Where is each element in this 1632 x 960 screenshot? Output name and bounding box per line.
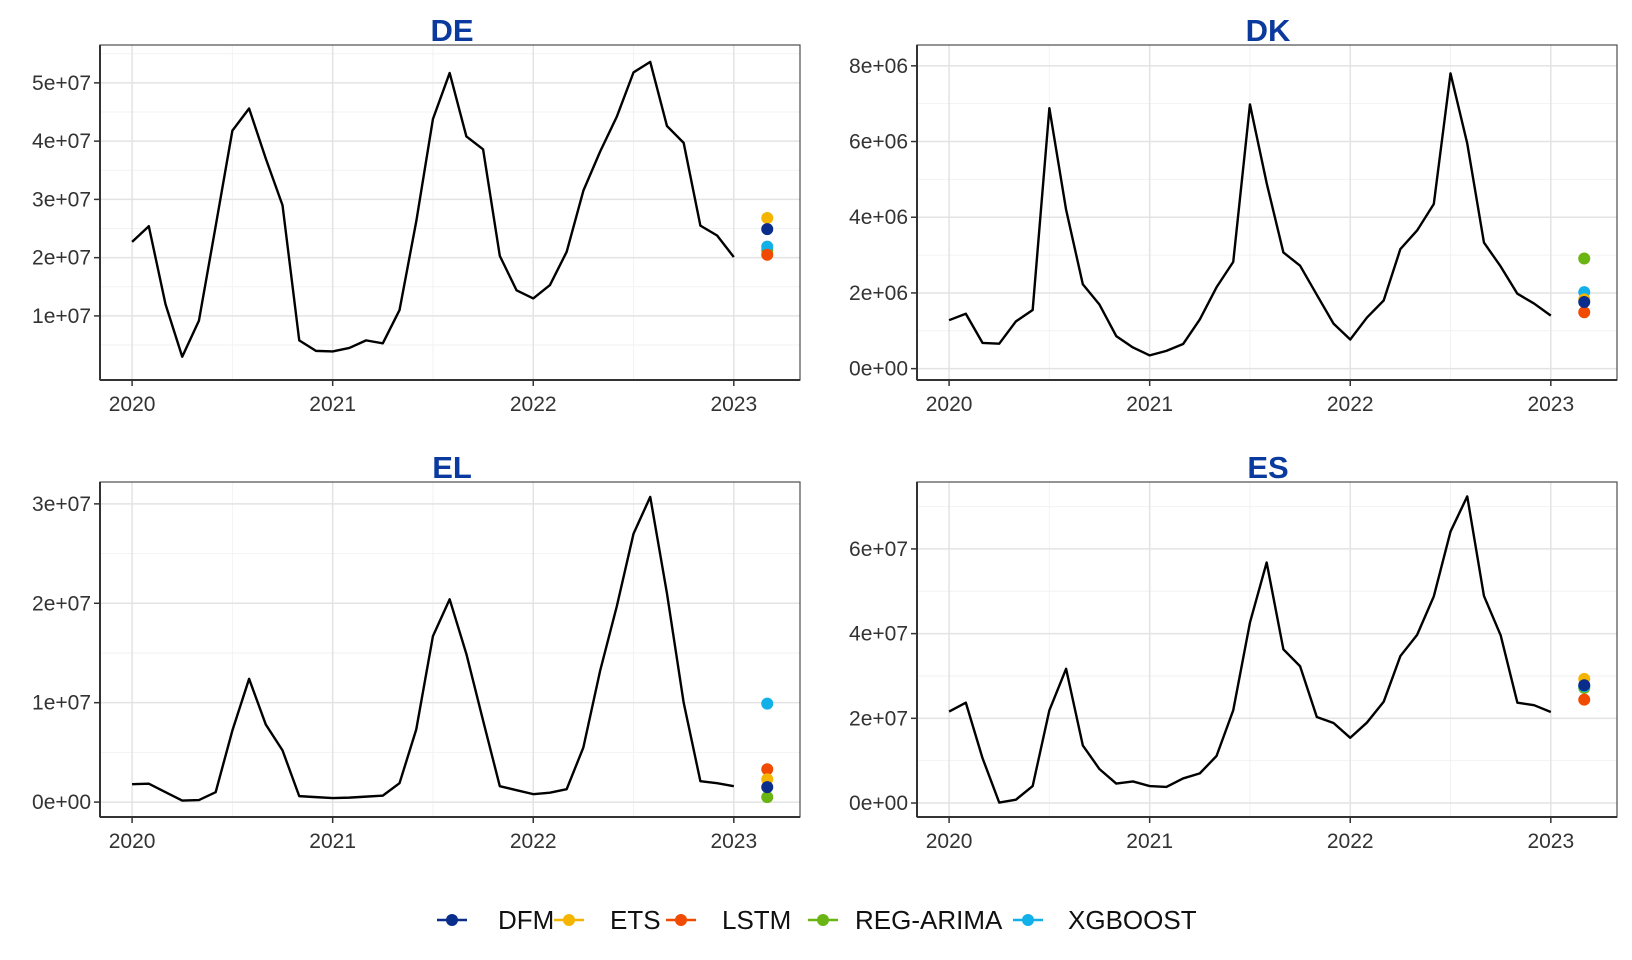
legend-key-dot [675,914,687,926]
legend-item-ets: ETS [554,905,661,935]
y-tick-label: 2e+06 [849,282,908,305]
forecast-point-lstm [761,248,774,261]
legend-label: DFM [498,905,554,935]
legend-item-xgboost: XGBOOST [1013,905,1197,935]
y-tick-label: 0e+00 [32,791,91,814]
forecast-point-lstm [1578,693,1591,706]
x-tick-label: 2022 [510,830,557,853]
forecast-point-lstm [761,763,774,776]
legend-key-dot [1022,914,1034,926]
x-tick-label: 2021 [309,830,356,853]
y-tick-label: 2e+07 [32,592,91,615]
y-tick-label: 6e+07 [849,538,908,561]
panel-es: 2020 2021 2022 2023 0e+00 2e+07 4e+07 6e+07 ES [849,450,1618,853]
y-tick-label: 1e+07 [32,305,91,328]
forecast-point-dfm [1578,679,1591,692]
legend-label: REG-ARIMA [855,905,1003,935]
legend-key-dot [817,914,829,926]
x-tick-label: 2023 [710,393,757,416]
y-tick-label: 2e+07 [849,707,908,730]
y-tick-label: 1e+07 [32,692,91,715]
x-tick-label: 2023 [1527,830,1574,853]
forecast-point-dfm [1578,296,1591,309]
plot-background [917,482,1617,817]
actual-series-line [948,72,1552,357]
legend-label: ETS [610,905,661,935]
actual-series-line [131,60,735,358]
x-tick-label: 2023 [1527,393,1574,416]
x-tick-label: 2023 [710,830,757,853]
x-tick-label: 2020 [926,830,973,853]
forecast-point-reg-arima [1578,252,1591,265]
minor-grid [917,482,1617,817]
legend-label: XGBOOST [1068,905,1197,935]
x-tick-label: 2020 [109,393,156,416]
actual-series-line [132,495,735,802]
panel-title: DE [430,13,473,48]
forecast-point-dfm [761,223,774,236]
y-tick-label: 6e+06 [849,131,908,154]
y-tick-label: 8e+06 [849,55,908,78]
panel-el: 2020 2021 2022 2023 0e+00 1e+07 2e+07 3e+07 EL [32,450,801,853]
x-tick-label: 2022 [1327,830,1374,853]
x-tick-label: 2022 [510,393,557,416]
panel-title: ES [1247,450,1288,485]
x-tick-label: 2021 [1126,393,1173,416]
plot-background [100,482,800,817]
x-tick-label: 2021 [309,393,356,416]
y-tick-label: 3e+07 [32,493,91,516]
y-tick-label: 4e+07 [849,623,908,646]
plot-background [917,45,1617,380]
minor-grid [100,45,800,380]
panel-dk: 2020 2021 2022 2023 0e+00 2e+06 4e+06 6e+06 8e+0… [849,13,1618,416]
panel-title: EL [432,450,472,485]
forecast-point-ets [761,212,774,225]
legend-item-reg-arima: REG-ARIMA [808,905,1003,935]
legend: DFM ETS LSTM REG-ARIMA XGBOOST [437,905,1197,935]
forecast-point-lstm [1578,306,1591,319]
minor-grid [100,482,800,817]
y-tick-label: 3e+07 [32,188,91,211]
panels: 2020 2021 2022 2023 1e+07 2e+07 3e+07 4e+07 5e+0… [32,13,1618,853]
x-tick-label: 2020 [109,830,156,853]
actual-series-line [948,495,1552,804]
forecast-point-reg-arima [761,791,774,804]
y-tick-label: 0e+00 [849,792,908,815]
x-tick-label: 2021 [1126,830,1173,853]
legend-label: LSTM [722,905,791,935]
y-tick-label: 2e+07 [32,247,91,270]
y-tick-label: 0e+00 [849,358,908,381]
y-tick-label: 4e+06 [849,206,908,229]
legend-item-dfm: DFM [437,905,554,935]
legend-item-lstm: LSTM [666,905,791,935]
x-tick-label: 2020 [926,393,973,416]
y-tick-label: 4e+07 [32,130,91,153]
legend-key-dot [446,914,458,926]
panel-title: DK [1246,13,1291,48]
major-grid [100,45,800,380]
y-tick-label: 5e+07 [32,72,91,95]
plot-background [100,45,800,380]
forecast-point-xgboost [761,697,774,710]
forecast-point-dfm [761,781,774,794]
panel-de: 2020 2021 2022 2023 1e+07 2e+07 3e+07 4e+07 5e+0… [32,13,801,416]
legend-key-dot [563,914,575,926]
x-tick-label: 2022 [1327,393,1374,416]
